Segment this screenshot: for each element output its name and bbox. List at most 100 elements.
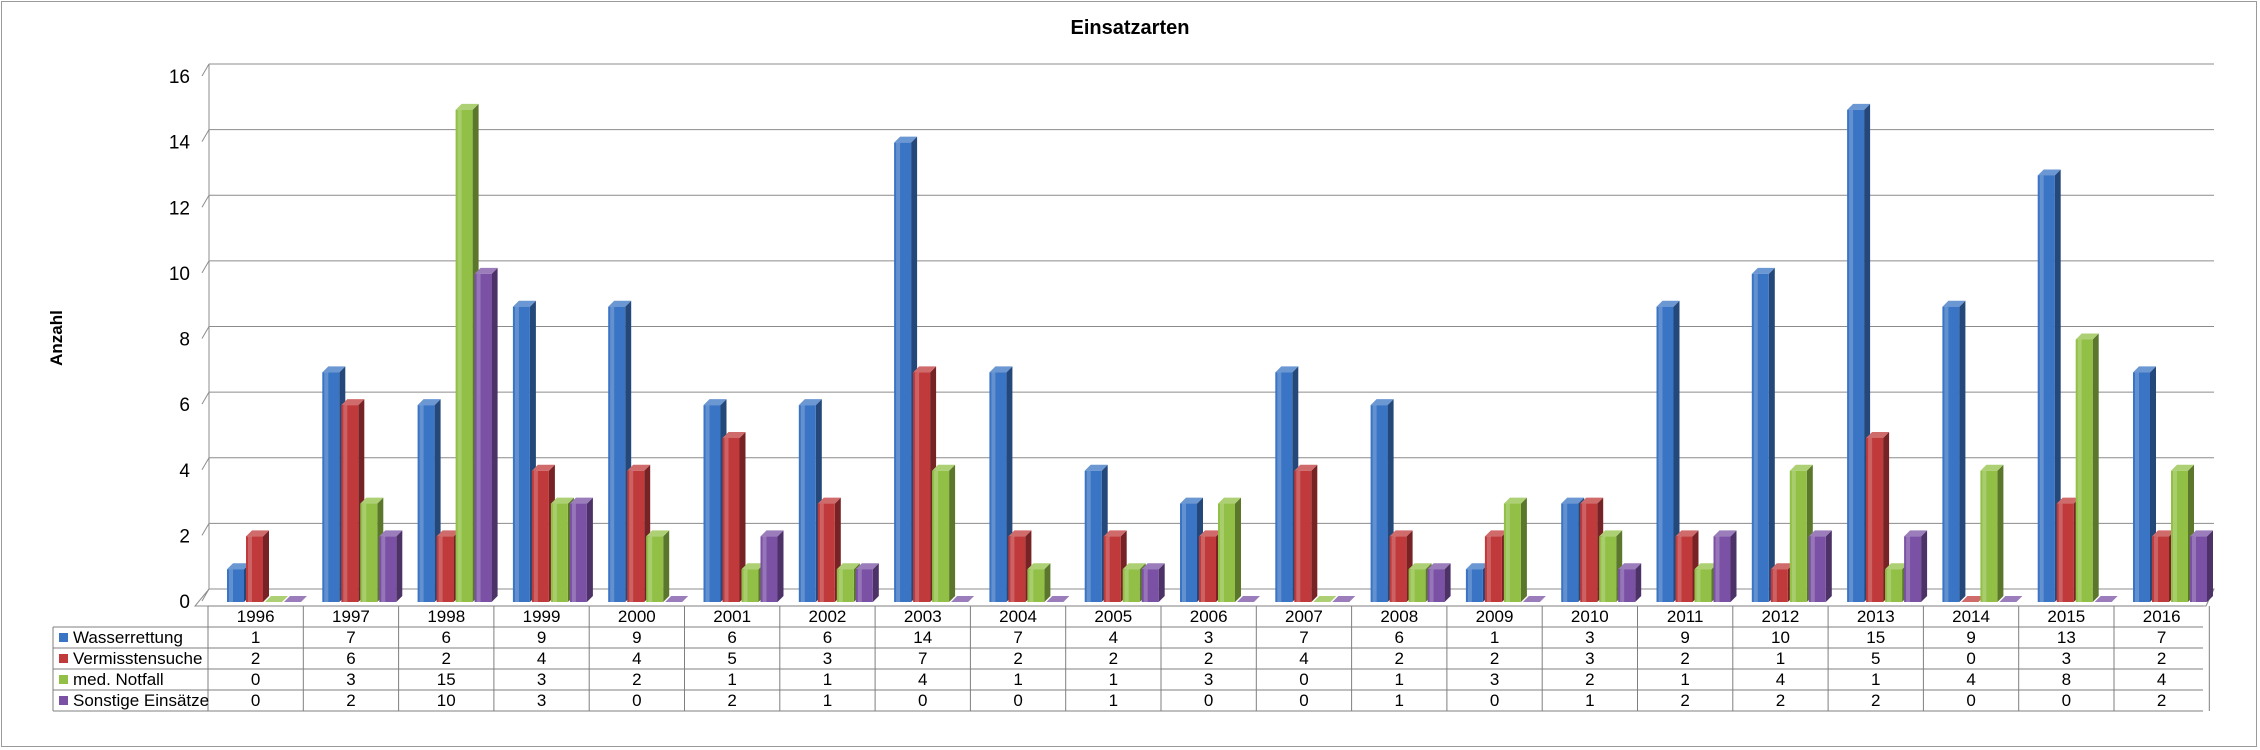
table-cell-value: 2	[1776, 691, 1785, 710]
x-tick-label: 2012	[1762, 607, 1800, 626]
x-tick-label: 2009	[1476, 607, 1514, 626]
table-cell-value: 8	[2062, 670, 2071, 689]
bar-wasserrettung-2012-side	[1768, 267, 1775, 602]
bar-vermisstensuche-2005-top	[1103, 530, 1127, 537]
bar-med-notfall-1998-top	[455, 103, 479, 110]
y-tick-label: 0	[179, 592, 190, 613]
bar-vermisstensuche-2011-top	[1675, 530, 1699, 537]
bar-med-notfall-2013-highlight	[1887, 569, 1892, 602]
table-cell-value: 2	[1204, 649, 1213, 668]
table-cell-value: 1	[1109, 670, 1118, 689]
bar-wasserrettung-2014-top	[1942, 300, 1966, 307]
gridline-depth	[201, 391, 210, 405]
bar-sonstige-eins-tze-2016-top	[2190, 530, 2213, 537]
bar-group-2013	[1847, 103, 1928, 602]
bar-vermisstensuche-2001	[722, 431, 746, 602]
bar-sonstige-eins-tze-2008-highlight	[1429, 569, 1434, 602]
table-cell-value: 3	[1490, 670, 1499, 689]
table-cell-value: 14	[913, 628, 932, 647]
gridline-depth	[201, 63, 210, 77]
table-cell-value: 4	[1776, 670, 1785, 689]
x-tick-label: 2006	[1190, 607, 1228, 626]
bar-med-notfall-2008-highlight	[1410, 569, 1415, 602]
bar-vermisstensuche-2011-highlight	[1677, 536, 1682, 602]
table-cell-value: 4	[1966, 670, 1975, 689]
table-cell-value: 0	[2062, 691, 2071, 710]
bar-sonstige-eins-tze-2012-side	[1825, 530, 1832, 602]
bar-sonstige-eins-tze-2010-side	[1635, 563, 1642, 602]
bar-group-2008	[1370, 399, 1451, 602]
bar-sonstige-eins-tze-2011-side	[1730, 530, 1737, 602]
bar-vermisstensuche-2012-top	[1770, 563, 1794, 570]
bar-sonstige-eins-tze-2015-top	[2094, 596, 2118, 602]
bar-group-1998	[417, 103, 498, 602]
bar-sonstige-eins-tze-2013-highlight	[1906, 536, 1911, 602]
bar-sonstige-eins-tze-2007	[1332, 596, 1356, 602]
bar-group-1996	[227, 530, 307, 602]
bar-sonstige-eins-tze-1996-top	[284, 596, 307, 602]
bar-vermisstensuche-2004-highlight	[1010, 536, 1015, 602]
bar-wasserrettung-2012-top	[1751, 267, 1775, 274]
bar-sonstige-eins-tze-2015	[2094, 596, 2118, 602]
x-tick-label: 1996	[237, 607, 275, 626]
bar-med-notfall-2012-top	[1789, 464, 1813, 471]
bar-vermisstensuche-2014-top	[1961, 596, 1985, 602]
bar-sonstige-eins-tze-2005-side	[1158, 563, 1165, 602]
bar-med-notfall-2010-highlight	[1601, 536, 1606, 602]
bar-vermisstensuche-2002	[817, 497, 841, 602]
bar-med-notfall-2007-top	[1313, 596, 1337, 602]
bar-vermisstensuche-2008-top	[1389, 530, 1413, 537]
bar-vermisstensuche-2003-highlight	[915, 372, 920, 602]
bar-sonstige-eins-tze-1997-top	[379, 530, 403, 537]
bar-wasserrettung-2005-top	[1084, 464, 1108, 471]
x-tick-label: 2014	[1952, 607, 1990, 626]
bar-wasserrettung-1999-top	[512, 300, 536, 307]
bar-med-notfall-1996	[265, 596, 288, 602]
bar-wasserrettung-2005	[1084, 464, 1108, 602]
y-tick-label: 8	[179, 330, 190, 351]
bar-wasserrettung-2015-side	[2054, 169, 2061, 602]
table-cell-value: 3	[537, 670, 546, 689]
bar-wasserrettung-2010-highlight	[1563, 503, 1568, 602]
bar-group-2003	[894, 136, 975, 602]
bar-sonstige-eins-tze-2009	[1522, 596, 1546, 602]
bar-med-notfall-2016	[2171, 464, 2194, 602]
table-cell-value: 2	[442, 649, 451, 668]
bar-wasserrettung-2006-highlight	[1182, 503, 1186, 602]
bar-vermisstensuche-2000-top	[627, 464, 651, 471]
bar-group-2007	[1275, 366, 1356, 602]
bar-wasserrettung-2005-highlight	[1086, 470, 1091, 602]
bar-med-notfall-2006-top	[1218, 497, 1241, 504]
bar-vermisstensuche-1996	[246, 530, 269, 602]
bar-vermisstensuche-2002-top	[817, 497, 841, 504]
bar-med-notfall-2005-highlight	[1124, 569, 1129, 602]
table-cell-value: 3	[1204, 628, 1213, 647]
legend-entry: Wasserrettung	[73, 628, 183, 647]
table-cell-value: 5	[1871, 649, 1880, 668]
bar-sonstige-eins-tze-1999	[569, 497, 593, 602]
bar-med-notfall-2014-side	[1997, 464, 2004, 602]
x-tick-label: 2010	[1571, 607, 1609, 626]
bar-sonstige-eins-tze-2003-top	[951, 596, 975, 602]
bar-med-notfall-2015-top	[2075, 333, 2099, 340]
bar-med-notfall-2016-highlight	[2173, 470, 2177, 602]
table-cell-value: 9	[537, 628, 546, 647]
bar-med-notfall-2000-top	[646, 530, 670, 537]
bar-sonstige-eins-tze-1998-top	[474, 267, 498, 274]
table-cell-value: 0	[1299, 670, 1308, 689]
bar-med-notfall-2002-top	[836, 563, 860, 570]
bar-wasserrettung-2006-top	[1180, 497, 1203, 504]
bar-med-notfall-2009-side	[1520, 497, 1527, 602]
bar-wasserrettung-2000-highlight	[610, 306, 615, 602]
bar-vermisstensuche-1997-top	[341, 399, 365, 406]
bar-group-2005	[1084, 464, 1165, 602]
bar-sonstige-eins-tze-1997	[379, 530, 403, 602]
gridline-depth	[201, 129, 210, 142]
x-tick-label: 1998	[427, 607, 465, 626]
table-cell-value: 4	[2157, 670, 2166, 689]
table-cell-value: 13	[2057, 628, 2076, 647]
bar-wasserrettung-2008-highlight	[1372, 405, 1377, 602]
bar-wasserrettung-1998-highlight	[419, 405, 424, 602]
bar-sonstige-eins-tze-2014	[1999, 596, 2023, 602]
legend-entry: Vermisstensuche	[73, 649, 202, 668]
